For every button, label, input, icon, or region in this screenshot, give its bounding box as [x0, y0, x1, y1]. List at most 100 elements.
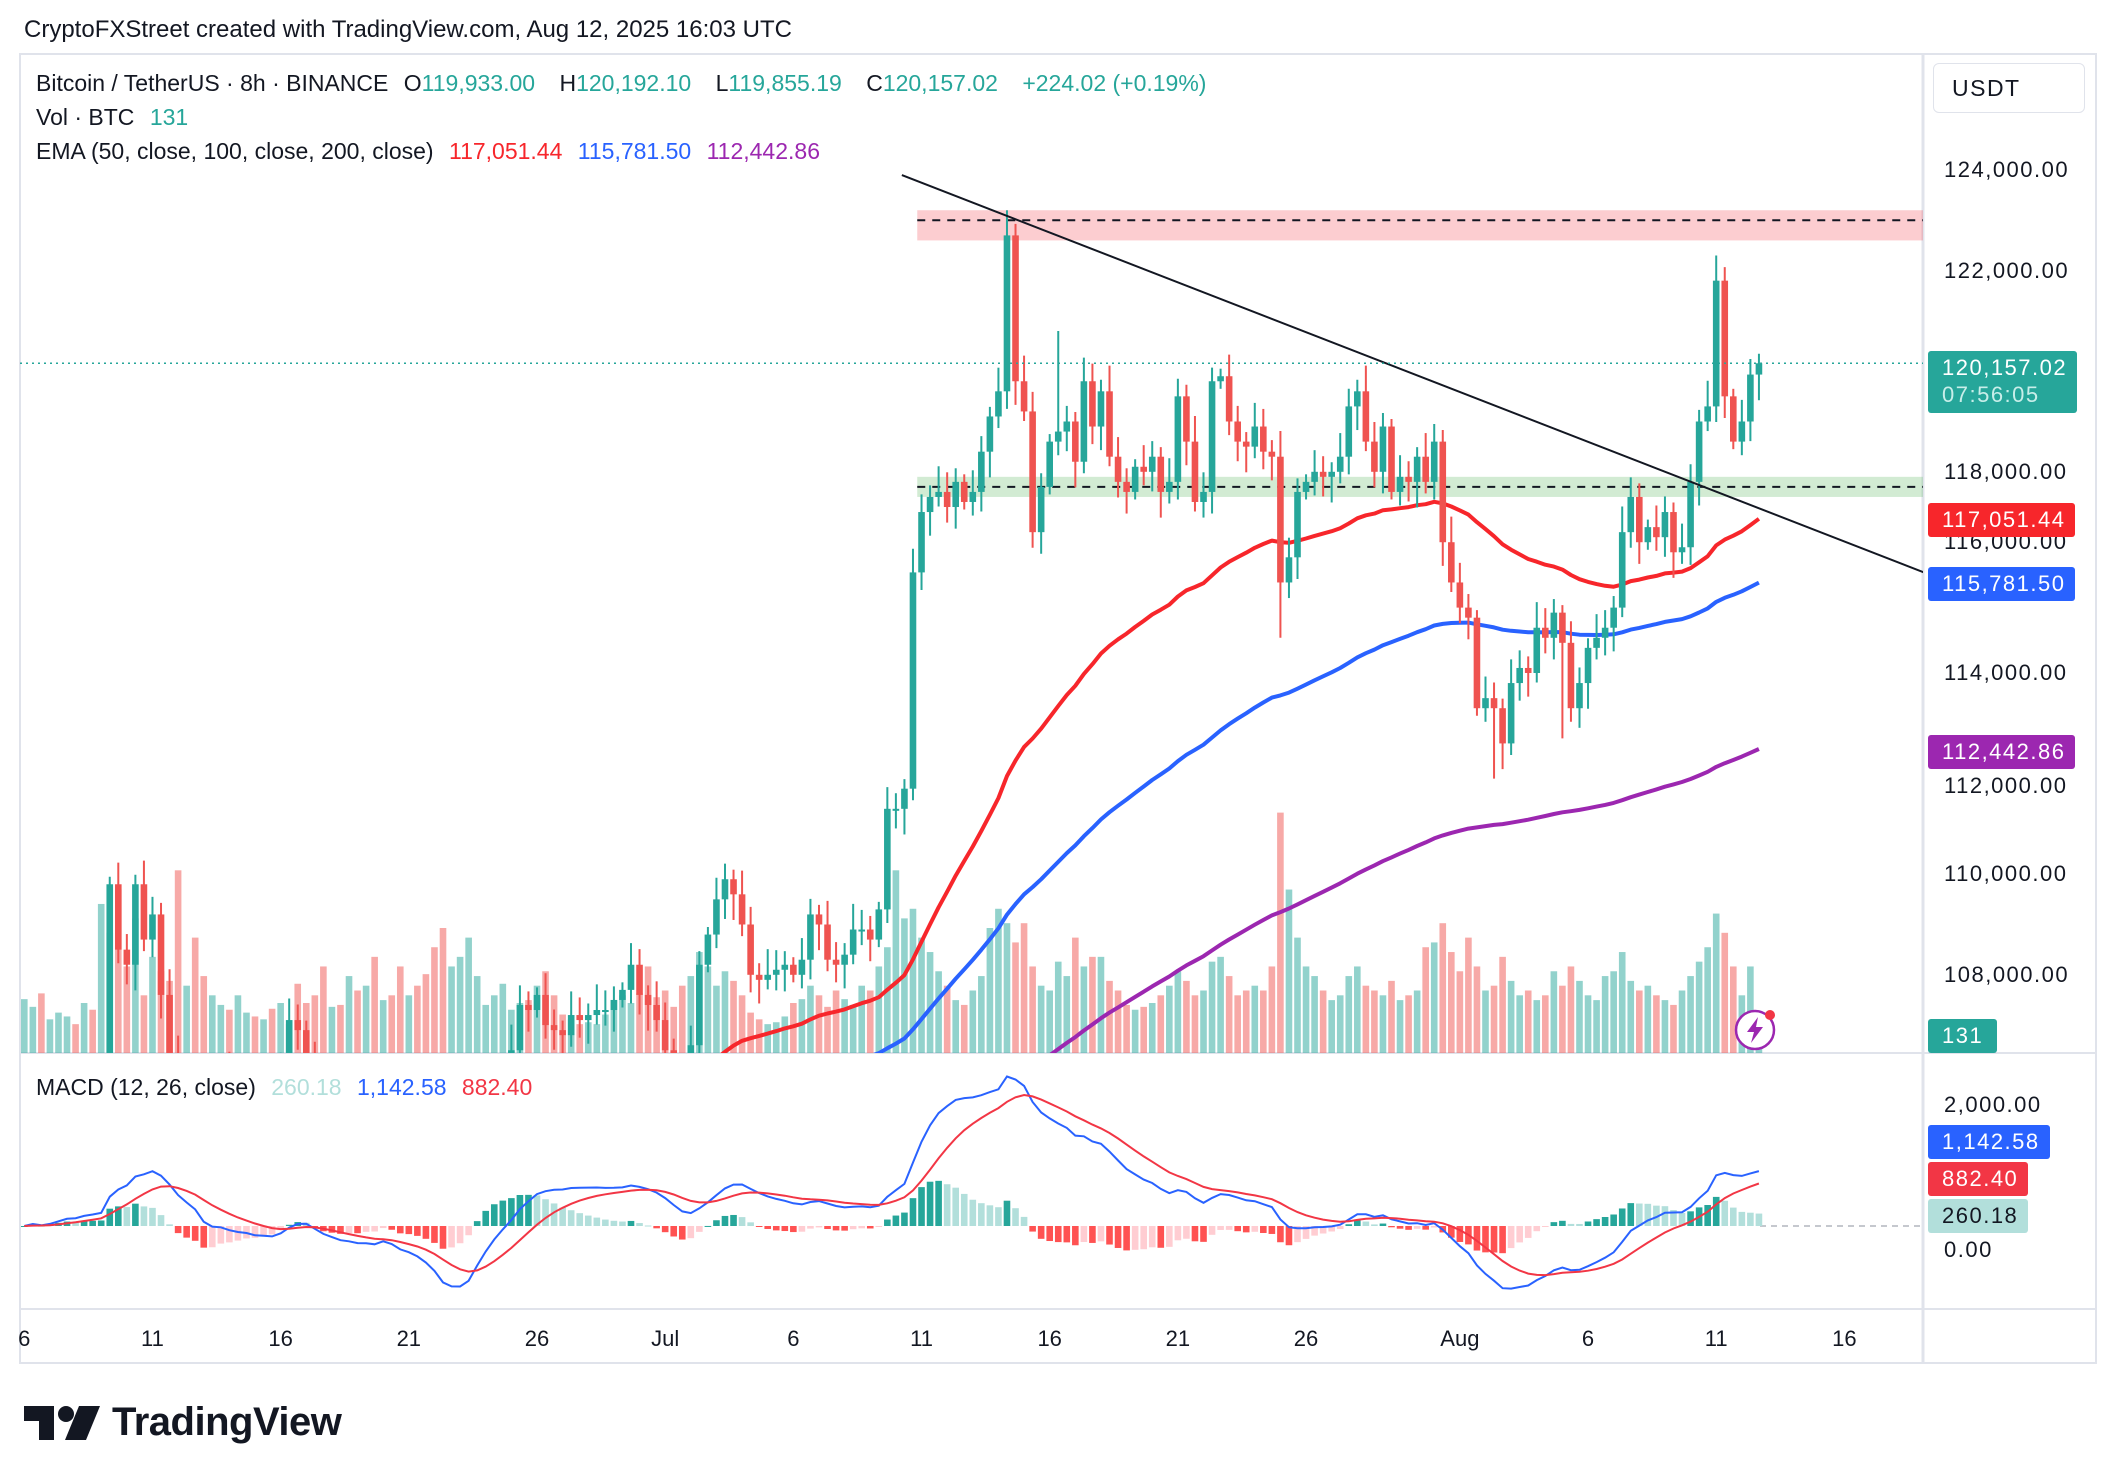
candle-body — [679, 1080, 686, 1090]
candle-body — [406, 1196, 413, 1211]
macd-histogram-bar — [1542, 1226, 1549, 1227]
volume-label[interactable]: Vol · BTC — [36, 104, 135, 130]
macd-histogram-bar — [730, 1214, 737, 1226]
volume-bar — [328, 1006, 336, 1053]
volume-bar — [226, 1009, 233, 1053]
macd-label[interactable]: MACD (12, 26, close) — [36, 1074, 256, 1100]
volume-bar — [490, 995, 498, 1053]
candle-body — [1166, 481, 1173, 492]
macd-histogram-bar — [1097, 1226, 1105, 1242]
volume-bar — [1336, 995, 1344, 1053]
macd-histogram-bar — [388, 1226, 396, 1230]
macd-histogram-bar — [191, 1226, 199, 1241]
volume-bar — [482, 1004, 490, 1053]
candle-body — [1131, 466, 1139, 492]
volume-bar — [1610, 971, 1617, 1053]
candle-body — [1217, 376, 1224, 382]
candle-body — [884, 808, 891, 910]
macd-histogram-bar — [1584, 1221, 1592, 1226]
candle-body — [1430, 441, 1438, 482]
volume-bar — [345, 976, 353, 1053]
candle-body — [755, 974, 763, 980]
volume-bar — [1354, 966, 1361, 1053]
currency-button[interactable]: USDT — [1933, 63, 2085, 113]
candle-body — [525, 1004, 532, 1011]
candle-body — [909, 572, 917, 789]
candle-body — [1054, 431, 1062, 442]
candle-body — [952, 481, 960, 508]
symbol-name[interactable]: Bitcoin / TetherUS · 8h · BINANCE — [36, 70, 389, 96]
candle-body — [747, 924, 754, 975]
candle-body — [978, 451, 985, 492]
candle-body — [508, 1050, 515, 1053]
candle-body — [140, 884, 148, 940]
volume-bar — [371, 956, 378, 1053]
macd-histogram-bar — [1217, 1226, 1224, 1230]
candle-body — [1516, 667, 1523, 684]
candle-body — [1020, 381, 1028, 412]
candle-body — [619, 989, 626, 1000]
candle-body — [1294, 491, 1301, 558]
tradingview-logo[interactable]: TradingView — [24, 1400, 342, 1445]
volume-bar — [1422, 947, 1429, 1053]
volume-bar — [260, 1019, 267, 1053]
macd-histogram-bar — [593, 1217, 601, 1226]
macd-pane[interactable] — [21, 1075, 1923, 1290]
candle-body — [1507, 683, 1515, 744]
macd-histogram-bar — [1422, 1226, 1429, 1230]
candle-body — [584, 1015, 592, 1021]
symbol-legend: Bitcoin / TetherUS · 8h · BINANCE O119,9… — [36, 70, 1215, 97]
macd-histogram-bar — [89, 1220, 96, 1226]
volume-bar — [858, 985, 866, 1053]
time-tick-label: 21 — [1165, 1326, 1191, 1351]
candle-body — [1114, 456, 1122, 482]
chart-frame — [19, 53, 2097, 1364]
time-tick-label: 21 — [396, 1326, 422, 1351]
candle-body — [841, 954, 848, 965]
volume-bar — [1730, 966, 1737, 1053]
candle-body — [397, 1166, 404, 1211]
candle-body — [1003, 235, 1011, 392]
time-tick-label: 11 — [1704, 1326, 1728, 1351]
ema-label[interactable]: EMA (50, close, 100, close, 200, close) — [36, 138, 434, 164]
macd-histogram-bar — [858, 1226, 866, 1229]
time-tick-label: 6 — [787, 1326, 800, 1351]
volume-bar — [448, 966, 455, 1053]
volume-bar — [1319, 990, 1327, 1053]
volume-bar — [1456, 971, 1464, 1053]
volume-bar — [337, 1004, 344, 1053]
lightning-alert-button[interactable] — [1733, 1008, 1777, 1052]
candle-body — [559, 1030, 566, 1036]
candle-body — [1063, 421, 1071, 432]
volume-bar — [1473, 966, 1481, 1053]
candle-body — [670, 1050, 678, 1053]
candle-body — [1439, 441, 1447, 543]
macd-histogram-bar — [1354, 1220, 1361, 1226]
macd-histogram-bar — [1430, 1226, 1438, 1228]
candle-body — [1755, 363, 1763, 375]
candle-body — [285, 1020, 293, 1053]
candle-body — [1225, 376, 1233, 422]
volume-bar — [431, 947, 438, 1053]
macd-histogram-bar — [1208, 1226, 1216, 1235]
macd-hist-value: 260.18 — [271, 1074, 342, 1100]
candle-body — [1482, 698, 1489, 709]
candle-body — [542, 994, 549, 1026]
ema50-tag: 117,051.44 — [1928, 503, 2076, 537]
volume-bar — [738, 995, 746, 1053]
volume-bar — [1542, 995, 1549, 1053]
macd-histogram-bar — [747, 1222, 754, 1226]
volume-bar — [1576, 980, 1583, 1053]
macd-histogram-bar — [1200, 1226, 1207, 1242]
candle-body — [1191, 441, 1199, 502]
macd-histogram-bar — [234, 1226, 242, 1241]
candle-body — [704, 934, 712, 965]
volume-bar — [251, 1016, 259, 1053]
volume-bar — [89, 1009, 96, 1053]
price-pane[interactable] — [20, 174, 1924, 1468]
macd-histogram-bar — [1268, 1226, 1276, 1234]
volume-bar — [396, 966, 404, 1053]
candle-body — [1542, 627, 1549, 638]
candle-body — [986, 416, 994, 452]
